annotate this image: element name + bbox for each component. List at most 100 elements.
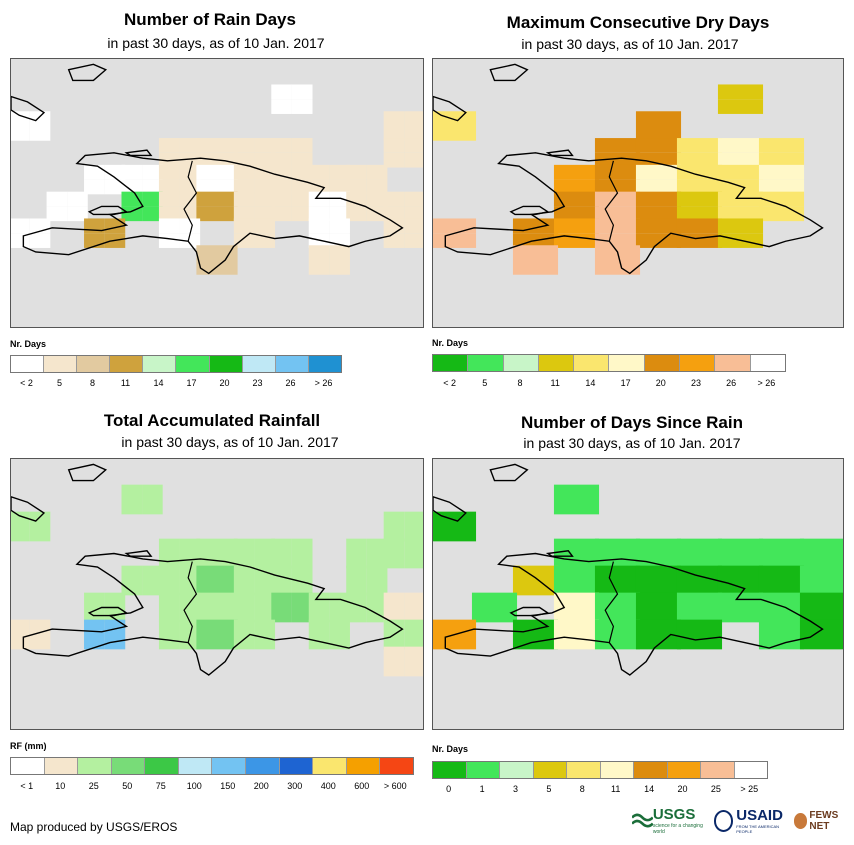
grid-cell [635, 179, 659, 195]
grid-cell [121, 499, 143, 515]
grid-cell [758, 619, 782, 635]
grid-cell [308, 607, 330, 623]
grid-cell [404, 592, 423, 608]
legend-swatch [44, 356, 78, 372]
legend-label: 400 [320, 781, 336, 791]
grid-cell [799, 538, 823, 554]
grid-cell [254, 179, 276, 195]
grid-cell [799, 565, 823, 581]
grid-cell [291, 565, 313, 581]
grid-cell [658, 580, 682, 596]
grid-cell [142, 580, 163, 596]
legend-swatch [78, 758, 112, 774]
grid-cell [383, 218, 405, 234]
legend-swatch [468, 355, 504, 371]
legend-swatch [567, 762, 601, 778]
grid-cell [717, 607, 741, 623]
panel-2-map [432, 58, 844, 328]
grid-cell [433, 526, 454, 542]
legend-swatch [44, 758, 79, 774]
legend-label: 10 [55, 781, 66, 791]
grid-cell [717, 152, 741, 168]
grid-cell [617, 164, 641, 180]
legend-swatch [680, 355, 716, 371]
grid-cell [29, 526, 51, 542]
panel-3-legend-bar [10, 757, 414, 775]
grid-cell [576, 164, 600, 180]
grid-cell [291, 553, 313, 569]
grid-cell [404, 111, 423, 126]
grid-cell [758, 206, 782, 222]
grid-cell [433, 511, 454, 527]
grid-cell [366, 179, 388, 195]
grid-cell [346, 553, 367, 569]
panel-1-map [10, 58, 424, 328]
legend-swatch [11, 356, 45, 372]
grid-cell [699, 179, 723, 195]
grid-cell [217, 634, 238, 650]
grid-cell [254, 152, 276, 168]
legend-label: 17 [620, 378, 631, 388]
grid-cell [576, 607, 600, 623]
hispaniola-coastline [445, 153, 822, 274]
grid-cell [158, 179, 180, 195]
legend-swatch [380, 758, 413, 774]
grid-cell [635, 580, 659, 596]
grid-cell [699, 218, 723, 234]
grid-cell [471, 592, 495, 608]
grid-cell [576, 206, 600, 222]
grid-cell [635, 553, 659, 569]
grid-cell [553, 191, 577, 207]
legend-swatch [242, 356, 276, 372]
island-coastline [433, 497, 466, 521]
grid-cell [553, 580, 577, 596]
legend-swatch [715, 355, 751, 371]
usgs-tagline: science for a changing world [652, 823, 703, 835]
panel-3-map [10, 458, 424, 730]
legend-label: 200 [253, 781, 269, 791]
grid-cell [453, 526, 477, 542]
legend-label: 600 [354, 781, 370, 791]
grid-cell [196, 538, 217, 554]
grid-cell [758, 179, 782, 195]
grid-cell [11, 233, 30, 248]
map-credit: Map produced by USGS/EROS [10, 820, 178, 834]
grid-cell [291, 164, 313, 180]
grid-cell [535, 634, 559, 650]
grid-cell [781, 164, 805, 180]
panel-2-legend-labels: < 2 5 8 11 14 17 20 23 26 > 26 [432, 378, 784, 390]
grid-cell [676, 218, 700, 234]
legend-label: < 1 [20, 781, 34, 791]
grid-cell [329, 619, 350, 635]
grid-cell [346, 607, 367, 623]
grid-cell [781, 619, 805, 635]
legend-swatch [209, 356, 243, 372]
grid-cell [254, 619, 276, 635]
map-svg [11, 459, 423, 729]
grid-cell [29, 111, 51, 126]
grid-cell [740, 206, 764, 222]
grid-cell [576, 499, 600, 515]
grid-cell [291, 592, 313, 608]
island-coastline [511, 608, 548, 616]
grid-cell [594, 619, 618, 635]
legend-label: 5 [56, 378, 63, 388]
grid-cell [740, 99, 764, 114]
grid-cell [553, 218, 577, 234]
grid-cell [11, 526, 30, 542]
grid-cell [308, 179, 330, 195]
grid-cell [617, 619, 641, 635]
grid-cell [617, 260, 641, 275]
panel-3-title: Total Accumulated Rainfall [103, 411, 321, 430]
legend-swatch [176, 356, 210, 372]
grid-cell [717, 179, 741, 195]
grid-cell [217, 152, 238, 168]
island-coastline [490, 64, 527, 80]
grid-cell [699, 538, 723, 554]
grid-cell [366, 191, 388, 207]
grid-cell [781, 607, 805, 623]
grid-cell [29, 634, 51, 650]
legend-swatch [600, 762, 634, 778]
grid-cell [676, 592, 700, 608]
grid-cell [781, 565, 805, 581]
